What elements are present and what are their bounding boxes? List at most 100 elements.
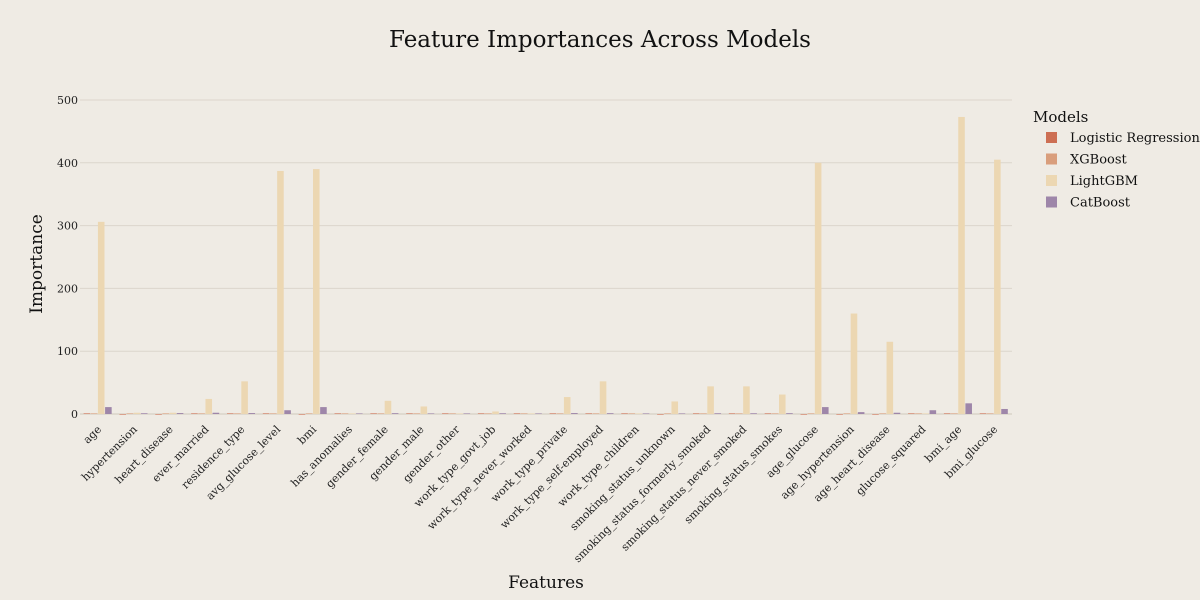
bar [671, 401, 679, 414]
legend-label: LightGBM [1070, 174, 1138, 189]
bar [169, 412, 177, 414]
bar [850, 313, 858, 414]
bar [191, 413, 198, 414]
bar [764, 413, 772, 414]
bar [1001, 408, 1008, 414]
bar [836, 414, 843, 415]
bar [90, 413, 98, 414]
y-tick-label: 0 [71, 408, 78, 421]
legend-swatch [1046, 175, 1057, 186]
bar [234, 413, 241, 414]
bar [105, 407, 112, 414]
legend-label: XGBoost [1070, 153, 1128, 168]
bar [979, 413, 987, 414]
y-axis-title: Importance [27, 214, 47, 314]
bar [556, 413, 564, 414]
bar [520, 413, 528, 414]
y-axis-ticks: 0 100 200 300 400 500 [57, 94, 78, 421]
bar [241, 381, 248, 414]
bar [391, 413, 399, 414]
bar [994, 159, 1001, 414]
bar [822, 407, 829, 414]
bar [413, 413, 420, 414]
bar [743, 386, 750, 414]
bar [929, 410, 937, 414]
bar [341, 413, 349, 414]
bar [585, 413, 592, 414]
bar [313, 169, 320, 414]
x-tick-label: residence_type [179, 423, 248, 492]
bar [442, 413, 449, 414]
bar [951, 413, 958, 414]
bar [714, 413, 722, 414]
x-axis-ticks: agehypertensionheart_diseaseever_married… [79, 422, 1000, 565]
x-tick-label: glucose_squared [853, 423, 928, 498]
y-tick-label: 500 [57, 94, 78, 107]
bar [176, 413, 184, 414]
bar [750, 413, 757, 414]
bar [456, 413, 463, 414]
bar [528, 413, 535, 414]
bar [97, 221, 105, 414]
bar [599, 381, 607, 414]
bar [513, 413, 521, 414]
x-tick-label: gender_female [323, 423, 391, 491]
bar [155, 414, 162, 415]
bar [657, 414, 664, 415]
bar [893, 412, 901, 414]
bar [563, 397, 571, 414]
bar [642, 413, 650, 414]
bar [664, 413, 671, 414]
bar [886, 341, 894, 414]
bar [800, 414, 808, 415]
bar [692, 413, 700, 414]
legend-swatch [1046, 153, 1057, 165]
bar [771, 413, 779, 414]
bar [449, 413, 456, 414]
y-tick-label: 300 [57, 220, 78, 233]
bar [872, 414, 879, 415]
bar [463, 413, 471, 414]
bar [535, 413, 542, 414]
legend-swatch [1046, 132, 1057, 143]
bar [420, 406, 428, 414]
bar [943, 413, 951, 414]
bar [198, 413, 205, 414]
chart-title: Feature Importances Across Models [389, 27, 811, 53]
bar [334, 413, 342, 414]
bar [879, 413, 886, 414]
bar [162, 413, 170, 414]
bar [133, 412, 141, 414]
bar [728, 413, 736, 414]
bar [549, 413, 557, 414]
bar [298, 414, 306, 415]
bar [635, 413, 643, 414]
bar [485, 413, 492, 414]
y-tick-label: 400 [57, 157, 78, 170]
bar [477, 413, 485, 414]
bar [284, 410, 291, 414]
bar [678, 413, 686, 414]
bar [384, 400, 392, 414]
bar [707, 386, 714, 414]
bar [212, 412, 220, 414]
bar [606, 413, 614, 414]
bar [908, 413, 915, 414]
bar [320, 407, 327, 414]
bars [83, 116, 1008, 415]
bar [370, 413, 377, 414]
bar [348, 413, 356, 414]
bar [356, 413, 363, 414]
x-axis-title: Features [508, 573, 584, 593]
bar [915, 413, 922, 414]
bar [621, 413, 628, 414]
bar [843, 413, 851, 414]
bar [492, 411, 499, 414]
bar [814, 162, 822, 414]
bar [226, 413, 234, 414]
y-tick-label: 200 [57, 282, 78, 295]
legend-title: Models [1033, 108, 1088, 126]
bar [377, 413, 385, 414]
bar [700, 413, 707, 414]
